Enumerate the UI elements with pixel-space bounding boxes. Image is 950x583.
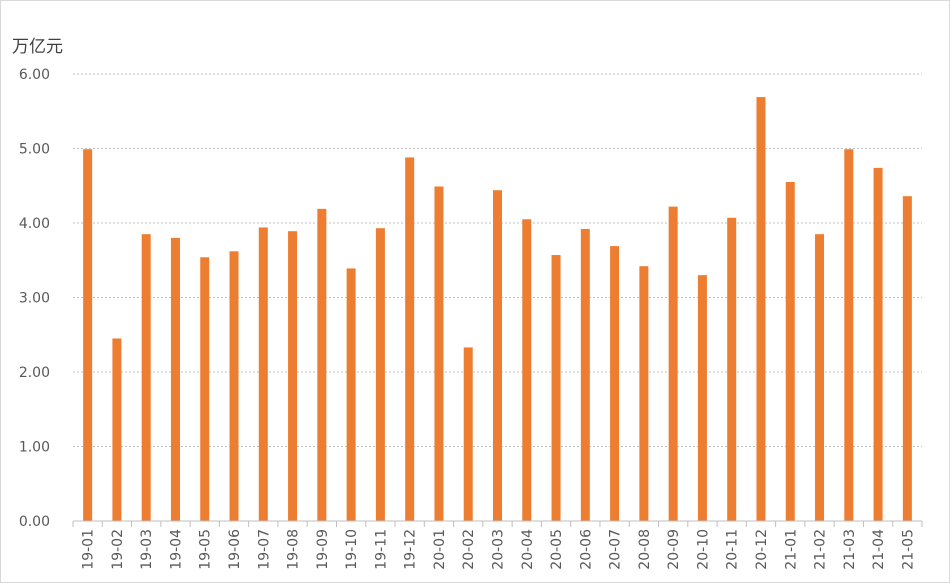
x-tick-label: 19-04 xyxy=(168,529,184,570)
x-tick-label: 20-08 xyxy=(637,529,653,570)
y-tick-label: 4.00 xyxy=(19,216,50,232)
y-tick-label: 5.00 xyxy=(19,142,50,158)
y-tick-label: 2.00 xyxy=(19,365,50,381)
x-tick-label: 19-03 xyxy=(139,529,155,570)
bar xyxy=(580,228,590,521)
bars xyxy=(83,97,912,522)
x-tick-label: 19-01 xyxy=(81,529,97,570)
x-tick-label: 20-06 xyxy=(578,529,594,570)
x-tick-label: 19-07 xyxy=(256,529,272,570)
bar xyxy=(756,97,766,521)
y-axis-ticks: 0.00 1.00 2.00 3.00 4.00 5.00 6.00 xyxy=(19,67,50,530)
bar xyxy=(375,228,385,521)
bar xyxy=(610,246,620,521)
y-tick-label: 0.00 xyxy=(19,514,50,530)
bar xyxy=(288,231,298,521)
bar xyxy=(170,237,180,521)
x-tick-label: 20-03 xyxy=(491,529,507,570)
x-tick-label: 20-12 xyxy=(754,529,770,570)
bar xyxy=(727,217,737,521)
bar xyxy=(873,167,883,521)
x-tick-label: 19-06 xyxy=(227,529,243,570)
y-axis-unit-label: 万亿元 xyxy=(12,37,63,57)
bar xyxy=(522,219,532,521)
x-tick-label: 20-07 xyxy=(608,529,624,570)
x-tick-label: 19-08 xyxy=(286,529,302,570)
bar xyxy=(258,227,268,521)
bar xyxy=(112,338,122,521)
bar xyxy=(200,257,210,521)
x-tick-label: 20-05 xyxy=(549,529,565,570)
bar xyxy=(493,190,502,521)
bar xyxy=(141,234,151,522)
x-tick-label: 21-04 xyxy=(871,529,887,570)
bar xyxy=(229,251,239,521)
bar xyxy=(405,157,415,521)
bar xyxy=(844,149,854,521)
y-tick-label: 3.00 xyxy=(19,291,50,307)
x-tick-label: 21-02 xyxy=(813,529,829,570)
y-tick-label: 6.00 xyxy=(19,67,50,83)
bar xyxy=(551,255,561,521)
bar xyxy=(346,268,356,521)
x-tick-label: 21-01 xyxy=(783,529,799,570)
x-tick-label: 19-09 xyxy=(315,529,331,570)
bar xyxy=(639,266,649,521)
bar xyxy=(697,275,707,521)
bar xyxy=(317,208,327,521)
x-tick-label: 21-03 xyxy=(842,529,858,570)
x-tick-label: 20-10 xyxy=(695,529,711,570)
x-tick-label: 19-10 xyxy=(344,529,360,570)
x-tick-label: 20-11 xyxy=(725,529,741,570)
x-tick-label: 21-05 xyxy=(900,529,916,570)
x-tick-label: 19-11 xyxy=(373,529,389,570)
x-tick-label: 20-04 xyxy=(520,529,536,570)
x-tick-label: 20-01 xyxy=(432,529,448,570)
bar xyxy=(785,182,795,521)
bar xyxy=(83,149,93,521)
x-tick-label: 19-12 xyxy=(403,529,419,570)
x-tick-label: 20-09 xyxy=(666,529,682,570)
bar xyxy=(902,196,912,521)
y-tick-label: 1.00 xyxy=(19,440,50,456)
bar xyxy=(463,347,473,521)
bar xyxy=(815,234,825,522)
x-axis: 19-01 19-02 19-03 19-04 19-05 19-06 19-07 19-08… xyxy=(72,520,923,570)
x-tick-label: 19-05 xyxy=(198,529,214,570)
x-tick-label: 20-02 xyxy=(461,529,477,570)
bar xyxy=(668,206,678,522)
bar xyxy=(434,186,444,521)
x-tick-label: 19-02 xyxy=(110,529,126,570)
